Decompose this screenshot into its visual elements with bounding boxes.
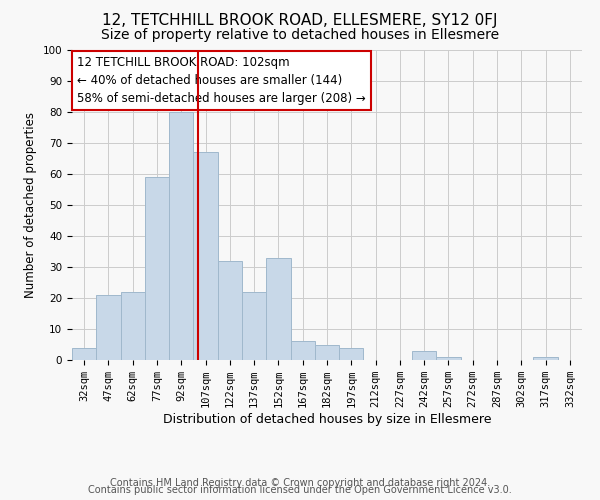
Bar	[169, 112, 193, 360]
Bar	[145, 177, 169, 360]
Text: 12, TETCHHILL BROOK ROAD, ELLESMERE, SY12 0FJ: 12, TETCHHILL BROOK ROAD, ELLESMERE, SY1…	[102, 12, 498, 28]
Bar	[290, 342, 315, 360]
Bar	[121, 292, 145, 360]
Bar	[533, 357, 558, 360]
Bar	[218, 261, 242, 360]
Text: 12 TETCHILL BROOK ROAD: 102sqm
← 40% of detached houses are smaller (144)
58% of: 12 TETCHILL BROOK ROAD: 102sqm ← 40% of …	[77, 56, 366, 105]
Bar	[412, 350, 436, 360]
Bar	[315, 344, 339, 360]
Text: Contains HM Land Registry data © Crown copyright and database right 2024.: Contains HM Land Registry data © Crown c…	[110, 478, 490, 488]
Bar	[436, 357, 461, 360]
Bar	[242, 292, 266, 360]
Bar	[193, 152, 218, 360]
Bar	[339, 348, 364, 360]
Text: Size of property relative to detached houses in Ellesmere: Size of property relative to detached ho…	[101, 28, 499, 42]
X-axis label: Distribution of detached houses by size in Ellesmere: Distribution of detached houses by size …	[163, 413, 491, 426]
Bar	[96, 295, 121, 360]
Bar	[72, 348, 96, 360]
Y-axis label: Number of detached properties: Number of detached properties	[24, 112, 37, 298]
Bar	[266, 258, 290, 360]
Text: Contains public sector information licensed under the Open Government Licence v3: Contains public sector information licen…	[88, 485, 512, 495]
